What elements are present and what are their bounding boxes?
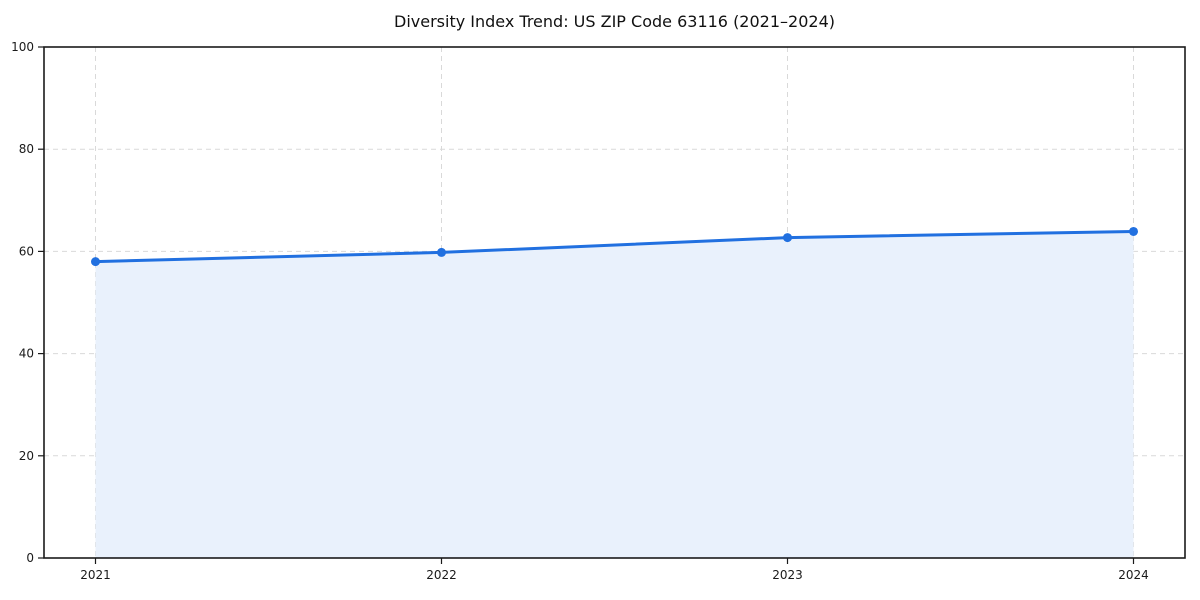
- trend-line: [94, 229, 1135, 264]
- y-axis-tick-label: 100: [11, 40, 34, 54]
- x-axis-tick-label: 2021: [80, 568, 111, 582]
- y-axis-tick-label: 0: [26, 551, 34, 565]
- data-point-2022: [437, 247, 446, 257]
- data-point-2021: [91, 257, 100, 267]
- chart-title: Diversity Index Trend: US ZIP Code 63116…: [394, 12, 835, 31]
- y-axis-tick-label: 20: [19, 449, 34, 463]
- x-axis-tick-label: 2023: [772, 568, 803, 582]
- area-fill: [95, 231, 1134, 558]
- y-axis-tick-label: 60: [19, 244, 34, 258]
- x-axis-tick-label: 2022: [426, 568, 457, 582]
- y-axis-tick-label: 80: [19, 142, 34, 156]
- x-axis-tick-label: 2024: [1118, 568, 1149, 582]
- data-point-2023: [783, 233, 792, 243]
- y-axis-tick-label: 40: [19, 347, 34, 361]
- data-point-2024: [1129, 226, 1138, 236]
- plot-frame: [43, 46, 1186, 559]
